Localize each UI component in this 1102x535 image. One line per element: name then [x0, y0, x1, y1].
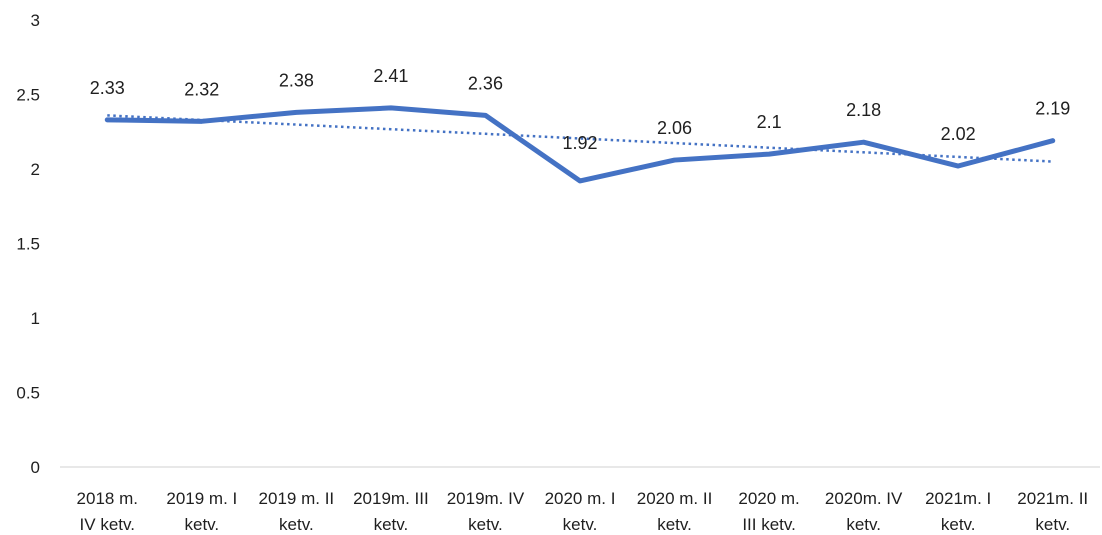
- y-tick-label: 1: [31, 309, 40, 328]
- y-tick-label: 0.5: [16, 384, 40, 403]
- data-label: 2.33: [90, 78, 125, 98]
- data-label: 2.02: [941, 124, 976, 144]
- data-label: 2.06: [657, 118, 692, 138]
- x-tick-label: 2020 m. III ketv.: [738, 489, 799, 534]
- data-label: 1.92: [562, 133, 597, 153]
- y-tick-label: 1.5: [16, 235, 40, 254]
- y-tick-label: 2: [31, 160, 40, 179]
- data-label: 2.19: [1035, 99, 1070, 119]
- trendline: [107, 114, 1053, 163]
- data-label: 2.18: [846, 100, 881, 120]
- x-tick-label: 2019m. III ketv.: [353, 489, 429, 534]
- y-tick-label: 2.5: [16, 86, 40, 105]
- y-tick-label: 0: [31, 458, 40, 477]
- x-tick-label: 2018 m. IV ketv.: [77, 489, 138, 534]
- data-label: 2.36: [468, 73, 503, 93]
- data-label: 2.1: [757, 112, 782, 132]
- data-label: 2.38: [279, 70, 314, 90]
- data-label: 2.41: [373, 66, 408, 86]
- x-tick-label: 2020m. IV ketv.: [825, 489, 903, 534]
- data-label: 2.32: [184, 79, 219, 99]
- x-tick-label: 2019m. IV ketv.: [447, 489, 525, 534]
- x-tick-label: 2021m. II ketv.: [1017, 489, 1088, 534]
- x-tick-label: 2019 m. II ketv.: [259, 489, 335, 534]
- series-line: [104, 105, 1056, 184]
- y-tick-label: 3: [31, 11, 40, 30]
- x-tick-label: 2020 m. II ketv.: [637, 489, 713, 534]
